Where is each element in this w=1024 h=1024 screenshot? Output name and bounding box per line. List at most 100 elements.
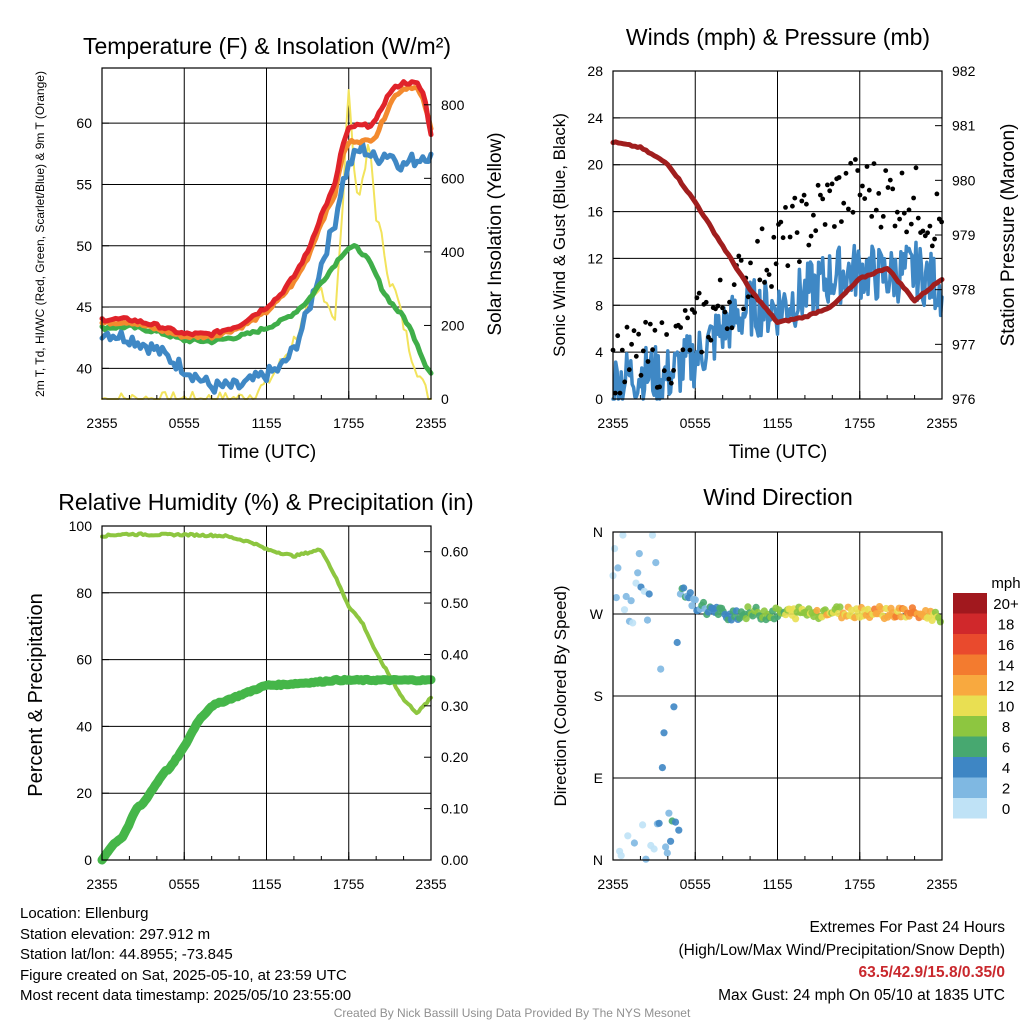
gust-point [666,376,672,382]
gust-point [929,243,935,249]
gust-point [741,306,746,312]
winds-grid [613,71,942,399]
gust-point [626,367,632,373]
winds-y-tick-label: 4 [595,344,603,360]
wind-direction-y-tick-label: N [593,524,603,540]
series-line-station-pressure [610,139,945,325]
speed-legend-swatch [953,736,987,757]
gust-point [880,214,886,219]
winds-y2-tick-label: 981 [952,118,976,134]
direction-point [657,665,665,673]
gust-point [612,390,618,396]
gust-point [792,195,798,201]
direction-point [652,559,660,567]
winds-ticks: 2355 0555 1155 1755 2355 0 4 8 12 16 20 24 28 976 977 9… [587,63,975,431]
direction-point [632,579,640,587]
wind-direction-x-tick-label: 1755 [844,876,875,892]
temperature-y-tick-label: 50 [76,238,92,254]
gust-point [643,319,648,325]
speed-legend-label: 20+ [993,596,1019,613]
gust-point [769,284,774,289]
gust-point [692,310,697,315]
winds-panel-title: Winds (mph) & Pressure (mb) [626,24,930,50]
speed-legend-swatch [953,798,987,819]
direction-point [813,606,821,615]
speed-legend: mph 20+ 18 16 14 12 10 8 6 4 2 0 [953,575,1021,819]
winds-xlabel: Time (UTC) [729,442,828,463]
temperature-y2-tick-label: 200 [441,317,465,333]
gust-point [876,191,882,196]
gust-point [836,175,842,180]
speed-legend-swatch [953,757,987,778]
humidity-y-tick-label: 40 [76,718,92,734]
gust-point [755,238,760,244]
winds-series [610,139,945,401]
direction-point [665,809,673,817]
gust-point [892,223,898,229]
winds-x-tick-label: 0555 [680,415,711,431]
gust-point [659,320,665,326]
winds-left-ylabel: Sonic Wind & Gust (Blue, Black) [550,113,569,357]
wind-direction-x-tick-label: 0555 [680,876,711,892]
gust-point [841,200,847,206]
gust-point [652,327,658,333]
gust-point [822,222,828,227]
humidity-series [97,531,436,865]
gust-point [657,384,662,390]
gust-point [738,258,744,263]
direction-point [611,545,619,553]
direction-point [892,613,900,621]
extremes-max-gust: Max Gust: 24 mph On 05/10 at 1835 UTC [718,986,1005,1004]
temperature-y2-tick-label: 800 [441,97,465,113]
temperature-x-tick-label: 1755 [333,415,364,431]
direction-point [648,531,657,539]
direction-point [699,598,708,607]
humidity-x-tick-label: 0555 [169,876,200,892]
winds-y2-tick-label: 976 [952,391,976,407]
gust-point [885,185,891,190]
station-elevation: Station elevation: 297.912 m [20,925,211,943]
gust-point [832,224,837,229]
speed-legend-swatch [953,777,987,798]
gust-point [724,326,730,332]
direction-point [619,531,627,539]
gust-point [766,272,772,277]
winds-x-tick-label: 1755 [844,415,875,431]
gust-point [801,192,807,198]
direction-point [671,818,680,826]
gust-point [783,205,788,210]
winds-y-tick-label: 16 [587,204,603,220]
gust-point [731,282,737,288]
winds-y-tick-label: 0 [595,391,603,407]
temperature-x-tick-label: 0555 [169,415,200,431]
gust-point [696,290,702,296]
gust-point [794,230,800,236]
credit-line: Created By Nick Bassill Using Data Provi… [333,1006,691,1020]
gust-point [640,348,646,354]
speed-legend-label: 4 [1002,760,1010,777]
gust-point [727,299,732,305]
winds-y2-tick-label: 977 [952,336,976,352]
wind-direction-ticks: 2355 0555 1155 1755 2355 N E S W N [590,524,958,892]
gust-point [850,209,856,215]
station-latlon: Station lat/lon: 44.8955; -73.845 [20,946,233,963]
speed-legend-label: 8 [1002,719,1010,736]
gust-point [799,198,805,204]
temperature-y2-tick-label: 0 [441,391,449,407]
gust-point [908,221,914,227]
direction-point [622,592,630,601]
gust-point [682,308,688,313]
series-line-precipitation [97,674,436,865]
speed-legend-label: 14 [998,658,1015,675]
gust-point [771,234,777,240]
winds-x-tick-label: 1155 [762,415,792,431]
gust-point [624,324,630,330]
gust-point [864,164,870,169]
extremes-values: 63.5/42.9/15.8/0.35/0 [858,964,1005,981]
speed-legend-label: 6 [1002,740,1010,757]
direction-point [629,619,637,627]
temperature-panel-title: Temperature (F) & Insolation (W/m²) [83,33,451,59]
speed-legend-label: 0 [1002,801,1010,818]
gust-point [619,347,625,353]
